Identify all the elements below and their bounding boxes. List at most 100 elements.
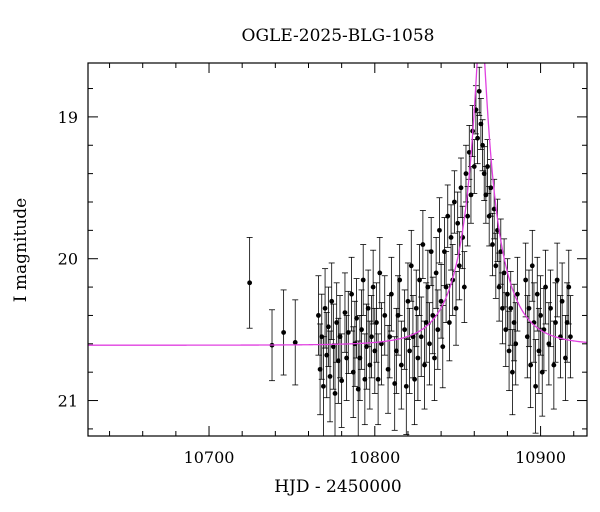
data-marker	[514, 291, 520, 297]
data-point	[398, 320, 405, 410]
x-tick-label: 10700	[184, 448, 235, 467]
data-marker	[528, 362, 534, 368]
data-point	[353, 278, 360, 359]
data-marker	[281, 330, 287, 335]
x-tick-label: 10800	[349, 448, 400, 467]
data-point	[506, 310, 513, 392]
x-axis-label: HJD - 2450000	[274, 477, 402, 497]
data-point	[525, 269, 532, 348]
data-point	[335, 317, 342, 404]
data-point	[388, 256, 395, 332]
data-point	[322, 268, 329, 349]
data-point	[355, 340, 362, 436]
data-point	[433, 237, 440, 309]
data-marker	[506, 348, 512, 354]
y-tick-label: 19	[58, 108, 78, 127]
data-marker	[475, 135, 480, 141]
data-point	[522, 242, 529, 318]
data-point	[414, 315, 421, 401]
data-point	[471, 139, 478, 194]
data-marker	[362, 376, 368, 382]
data-point	[499, 272, 506, 345]
data-point	[348, 256, 355, 332]
data-point	[532, 339, 539, 434]
data-marker	[367, 362, 373, 368]
data-point	[423, 282, 430, 363]
plot-area	[88, 63, 587, 436]
data-marker	[478, 121, 484, 127]
data-point	[535, 307, 542, 394]
data-marker	[501, 270, 507, 276]
data-marker	[388, 291, 394, 297]
data-point	[451, 170, 458, 234]
data-point	[477, 98, 484, 150]
data-marker	[513, 341, 519, 347]
data-marker	[322, 305, 328, 311]
data-marker	[372, 348, 378, 354]
data-marker	[524, 334, 530, 340]
data-marker	[403, 383, 409, 389]
data-point	[557, 295, 564, 379]
data-marker	[443, 284, 449, 290]
data-point	[509, 329, 516, 416]
data-point	[320, 336, 327, 436]
data-point	[529, 229, 536, 302]
data-marker	[448, 235, 454, 240]
data-marker	[292, 339, 298, 345]
data-point	[406, 307, 413, 394]
plot-frame	[87, 62, 588, 437]
data-point	[376, 237, 383, 309]
data-marker	[342, 310, 348, 316]
data-point	[542, 249, 549, 325]
data-marker	[387, 334, 393, 340]
data-marker	[543, 284, 548, 290]
data-marker	[349, 291, 354, 297]
data-marker	[317, 366, 323, 372]
data-point	[378, 302, 385, 386]
data-marker	[415, 355, 421, 361]
data-point	[343, 315, 350, 401]
data-marker	[418, 334, 424, 340]
data-marker	[526, 305, 532, 311]
data-marker	[511, 320, 517, 325]
data-point	[421, 320, 428, 410]
data-point	[416, 244, 423, 316]
data-marker	[466, 149, 472, 155]
data-point	[474, 112, 481, 165]
data-point	[567, 295, 574, 379]
data-point	[487, 159, 494, 217]
data-marker	[375, 376, 381, 382]
data-point	[438, 263, 445, 339]
data-marker	[455, 220, 461, 226]
data-point	[350, 326, 357, 418]
data-point	[419, 210, 426, 279]
data-marker	[427, 341, 432, 347]
data-marker	[490, 242, 495, 247]
chart-title: OGLE-2025-BLG-1058	[242, 26, 435, 46]
data-marker	[316, 313, 321, 318]
data-point	[404, 262, 411, 340]
data-marker	[533, 383, 539, 389]
data-marker	[488, 185, 494, 191]
data-point	[370, 249, 377, 325]
data-marker	[407, 348, 413, 354]
data-point	[537, 275, 544, 356]
data-marker	[402, 327, 408, 333]
data-point	[458, 157, 465, 218]
data-marker	[344, 355, 350, 361]
data-point	[444, 184, 451, 248]
data-marker	[327, 374, 333, 379]
data-marker	[330, 344, 336, 350]
data-marker	[398, 362, 404, 368]
data-marker	[461, 284, 467, 290]
data-marker	[476, 88, 482, 94]
data-point	[436, 197, 443, 264]
data-point	[418, 296, 425, 377]
data-point	[375, 333, 382, 426]
data-point	[565, 249, 572, 325]
data-marker	[548, 305, 553, 311]
data-marker	[365, 305, 371, 311]
data-point	[411, 333, 418, 426]
data-point	[280, 289, 287, 376]
